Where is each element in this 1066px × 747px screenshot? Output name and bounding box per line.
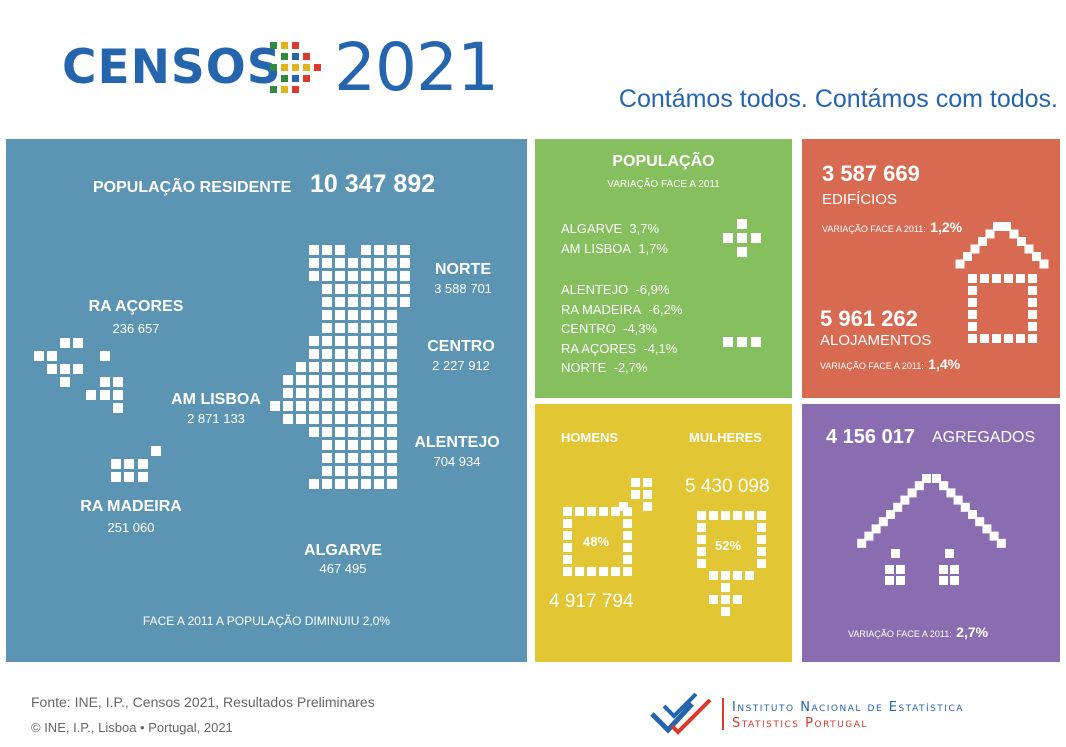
population-panel: POPULAÇÃO RESIDENTE 10 347 892 NORTE 3 5…	[6, 139, 527, 662]
list-item: RA AÇORES -4,1%	[561, 340, 678, 356]
minus-icon	[723, 337, 763, 347]
households-label: AGREGADOS	[932, 429, 1036, 446]
region-name: CENTRO	[427, 338, 495, 355]
region-name: AM LISBOA	[171, 391, 261, 408]
household-house-icon	[857, 474, 1006, 585]
men-label: HOMENS	[561, 430, 619, 445]
region-am-lisboa: AM LISBOA 2 871 133	[161, 391, 271, 426]
region-madeira: RA MADEIRA 251 060	[71, 498, 191, 535]
population-footer-note: FACE A 2011 A POPULAÇÃO DIMINUIU 2,0%	[142, 614, 391, 628]
source-note: Fonte: INE, I.P., Censos 2021, Resultado…	[31, 694, 375, 710]
region-value: 251 060	[107, 520, 155, 535]
ine-divider	[722, 698, 724, 730]
logo-mosaic-icon	[268, 42, 326, 98]
variation-title: POPULAÇÃO	[612, 153, 715, 170]
institute-subname: Statistics Portugal	[732, 716, 868, 731]
gender-panel: HOMENS MULHERES 5 430 098 4 917 794 48% …	[535, 404, 792, 662]
women-label: MULHERES	[689, 430, 762, 445]
region-name: ALENTEJO	[414, 434, 500, 451]
list-item: CENTRO -4,3%	[561, 321, 658, 336]
buildings-variation: VARIAÇÃO FACE A 2011: 1,2%	[822, 219, 963, 235]
region-alentejo: ALENTEJO 704 934	[402, 434, 512, 469]
region-value: 467 495	[319, 561, 367, 576]
variation-panel: POPULAÇÃO VARIAÇÃO FACE A 2011 ALGARVE 3…	[535, 139, 792, 398]
copyright-note: © INE, I.P., Lisboa • Portugal, 2021	[31, 720, 233, 735]
women-percentage: 52%	[714, 538, 742, 553]
buildings-panel: 3 587 669 EDIFÍCIOS VARIAÇÃO FACE A 2011…	[802, 139, 1060, 398]
households-panel: 4 156 017 AGREGADOS VARIAÇÃO FACE A 2011…	[802, 404, 1060, 662]
region-value: 236 657	[112, 321, 160, 336]
plus-icon	[723, 219, 763, 261]
variation-subtitle: VARIAÇÃO FACE A 2011	[607, 179, 720, 190]
population-total: 10 347 892	[310, 170, 436, 198]
population-label: POPULAÇÃO RESIDENTE	[93, 179, 292, 196]
tagline: Contámos todos. Contámos com todos.	[618, 85, 1058, 113]
buildings-label: EDIFÍCIOS	[822, 191, 898, 208]
region-acores: RA AÇORES 236 657	[76, 298, 196, 336]
male-symbol-icon	[563, 478, 766, 616]
list-item: ALGARVE 3,7%	[561, 221, 660, 236]
region-name: RA AÇORES	[88, 298, 184, 315]
ine-logo-icon	[648, 690, 714, 738]
portugal-map-mosaic	[34, 245, 410, 489]
region-name: RA MADEIRA	[80, 498, 182, 515]
region-name: ALGARVE	[304, 542, 382, 559]
institute-name: Instituto Nacional de Estatística	[732, 700, 964, 715]
men-percentage: 48%	[582, 534, 610, 549]
list-item: RA MADEIRA -6,2%	[561, 301, 683, 317]
dwellings-value: 5 961 262	[820, 306, 918, 331]
header: CENSOS 2021 Contámos todos. Contámos com…	[0, 0, 1066, 135]
building-house-icon	[955, 222, 1049, 343]
increase-list: ALGARVE 3,7% AM LISBOA 1,7%	[561, 219, 668, 259]
logo-year: 2021	[334, 29, 499, 106]
region-algarve: ALGARVE 467 495	[288, 542, 398, 576]
list-item: ALENTEJO -6,9%	[561, 282, 670, 297]
dwellings-variation: VARIAÇÃO FACE A 2011: 1,4%	[820, 356, 961, 372]
region-value: 704 934	[433, 454, 481, 469]
men-value: 4 917 794	[549, 591, 634, 612]
region-value: 2 871 133	[187, 411, 245, 426]
region-centro: CENTRO 2 227 912	[416, 338, 506, 373]
region-value: 2 227 912	[432, 358, 490, 373]
region-value: 3 588 701	[434, 281, 492, 296]
households-variation: VARIAÇÃO FACE A 2011: 2,7%	[848, 624, 989, 640]
list-item: AM LISBOA 1,7%	[561, 241, 668, 256]
dwellings-label: ALOJAMENTOS	[820, 332, 932, 349]
region-name: NORTE	[435, 261, 491, 278]
decrease-list: ALENTEJO -6,9% RA MADEIRA -6,2% CENTRO -…	[561, 280, 682, 378]
list-item: NORTE -2,7%	[561, 360, 648, 375]
logo-word: CENSOS	[62, 40, 282, 95]
households-value: 4 156 017	[826, 426, 915, 448]
buildings-value: 3 587 669	[822, 161, 920, 186]
region-norte: NORTE 3 588 701	[418, 261, 508, 296]
women-value: 5 430 098	[685, 476, 770, 497]
